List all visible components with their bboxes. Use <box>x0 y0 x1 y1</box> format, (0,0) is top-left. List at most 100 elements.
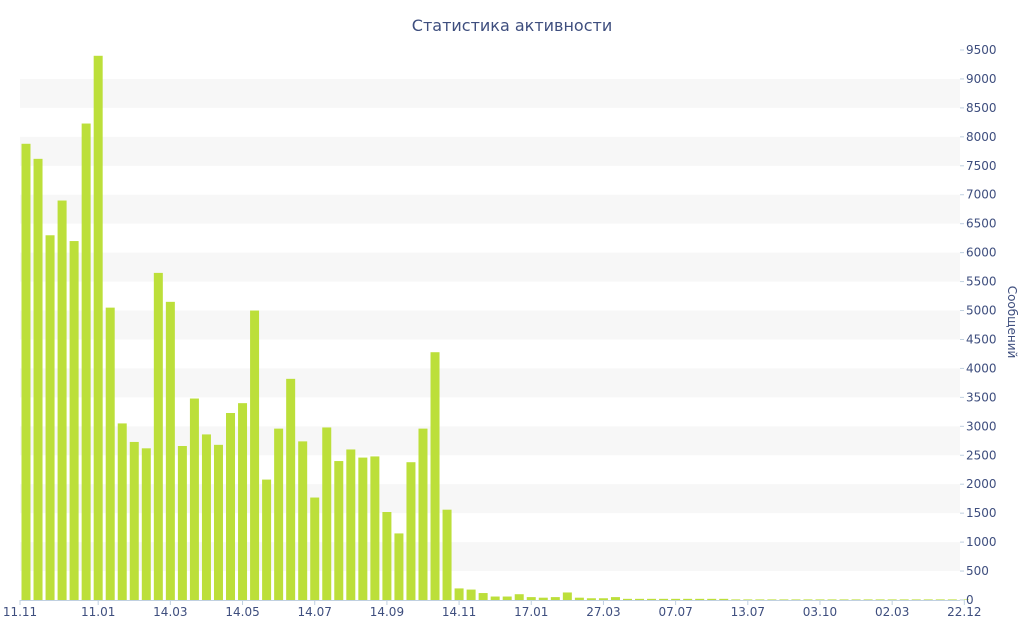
bar[interactable] <box>418 428 428 600</box>
bar[interactable] <box>623 598 632 600</box>
bar[interactable] <box>731 599 741 600</box>
bar[interactable] <box>81 123 91 600</box>
bar[interactable] <box>93 55 103 601</box>
bar[interactable] <box>370 456 380 600</box>
y-tick-label: 4500 <box>966 332 997 346</box>
bar[interactable] <box>466 589 476 600</box>
bar[interactable] <box>117 423 127 600</box>
bar[interactable] <box>947 599 957 600</box>
bar[interactable] <box>562 592 572 600</box>
bar[interactable] <box>538 597 548 600</box>
bar[interactable] <box>430 352 440 600</box>
bar[interactable] <box>743 599 753 600</box>
bar[interactable] <box>695 598 705 600</box>
bar[interactable] <box>406 462 416 600</box>
bar[interactable] <box>683 598 693 600</box>
bar[interactable] <box>586 598 596 600</box>
x-tick-label: 22.12 <box>947 605 981 619</box>
bar[interactable] <box>382 512 392 600</box>
bar[interactable] <box>226 413 236 600</box>
bar[interactable] <box>502 596 512 600</box>
bar[interactable] <box>177 446 187 600</box>
bar[interactable] <box>322 427 332 600</box>
bar[interactable] <box>213 444 223 600</box>
x-axis-ticks: 11.11 11.01 14.03 14.05 14.07 14.09 14.11 17.01… <box>3 600 982 619</box>
y-tick-label: 8500 <box>966 101 997 115</box>
bar[interactable] <box>274 428 284 600</box>
bar[interactable] <box>189 398 199 600</box>
bar[interactable] <box>598 598 608 600</box>
grid-band <box>20 542 960 572</box>
bar[interactable] <box>911 599 921 600</box>
bar[interactable] <box>57 200 67 600</box>
bar[interactable] <box>514 594 524 600</box>
bar[interactable] <box>827 599 837 600</box>
bar[interactable] <box>610 597 620 600</box>
grid-band <box>20 310 960 340</box>
bar[interactable] <box>310 497 320 600</box>
bar[interactable] <box>490 596 500 600</box>
bar[interactable] <box>346 449 356 600</box>
bar[interactable] <box>671 598 681 600</box>
bar[interactable] <box>526 597 536 600</box>
bar[interactable] <box>635 598 645 600</box>
x-tick-label: 14.07 <box>298 605 332 619</box>
grid-band <box>20 78 960 108</box>
bar[interactable] <box>803 599 813 600</box>
bar[interactable] <box>719 598 729 600</box>
bar[interactable] <box>334 461 344 600</box>
bar[interactable] <box>550 597 560 600</box>
bar[interactable] <box>442 509 452 600</box>
bar[interactable] <box>201 434 211 600</box>
bar[interactable] <box>707 598 717 600</box>
bar[interactable] <box>165 301 175 600</box>
y-tick-label: 5500 <box>966 275 997 289</box>
bar[interactable] <box>250 310 260 600</box>
chart-title: Статистика активности <box>412 16 612 35</box>
grid-bands <box>20 78 960 572</box>
bar[interactable] <box>358 457 368 600</box>
bar[interactable] <box>105 307 115 600</box>
bar[interactable] <box>262 479 272 600</box>
bar[interactable] <box>755 599 765 600</box>
y-axis-ticks: 0 500 1000 1500 2000 2500 3000 3500 4000 4500 5000… <box>960 43 997 607</box>
bars <box>21 55 969 601</box>
bar[interactable] <box>647 598 657 600</box>
bar[interactable] <box>238 403 248 600</box>
bar[interactable] <box>69 241 79 601</box>
bar[interactable] <box>298 441 308 600</box>
bar[interactable] <box>767 599 777 600</box>
bar[interactable] <box>839 599 849 600</box>
y-tick-label: 5000 <box>966 304 997 318</box>
bar[interactable] <box>959 599 969 600</box>
bar[interactable] <box>863 599 873 600</box>
y-tick-label: 7500 <box>966 159 997 173</box>
bar[interactable] <box>21 143 31 601</box>
bar[interactable] <box>454 588 464 600</box>
bar[interactable] <box>899 599 909 600</box>
y-axis-label: Сообщений <box>1005 286 1019 359</box>
bar[interactable] <box>779 599 789 600</box>
bar[interactable] <box>33 158 43 600</box>
y-tick-label: 9500 <box>966 43 997 57</box>
bar[interactable] <box>935 599 945 600</box>
bar[interactable] <box>129 441 139 600</box>
bar[interactable] <box>815 599 825 600</box>
bar[interactable] <box>45 235 55 600</box>
bar[interactable] <box>887 599 897 600</box>
x-tick-label: 02.03 <box>875 605 909 619</box>
grid-band <box>20 368 960 398</box>
bar[interactable] <box>286 378 296 600</box>
y-tick-label: 6500 <box>966 217 997 231</box>
bar[interactable] <box>923 599 933 600</box>
bar[interactable] <box>478 593 488 600</box>
bar[interactable] <box>875 599 885 600</box>
bar[interactable] <box>791 599 801 600</box>
bar[interactable] <box>574 597 584 600</box>
bar[interactable] <box>659 598 669 600</box>
bar[interactable] <box>153 272 163 600</box>
bar[interactable] <box>394 533 404 600</box>
bar[interactable] <box>141 448 151 600</box>
bar[interactable] <box>851 599 861 600</box>
